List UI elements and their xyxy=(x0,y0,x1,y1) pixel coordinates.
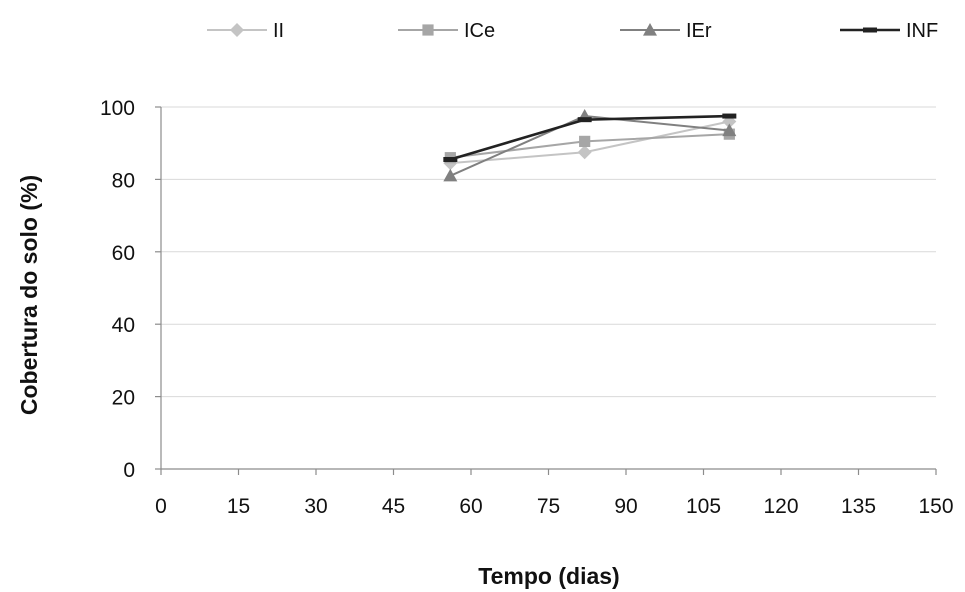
x-tick-label: 120 xyxy=(763,495,798,518)
legend-label: IEr xyxy=(686,20,712,42)
x-axis-ticks: 0 15 30 45 60 75 90 105 120 135 150 xyxy=(155,469,954,518)
axes xyxy=(160,107,936,470)
x-tick-label: 75 xyxy=(537,495,560,518)
legend-label: II xyxy=(273,20,284,42)
data-point-dash xyxy=(722,113,737,119)
y-tick-label: 40 xyxy=(112,314,135,337)
x-tick-label: 90 xyxy=(614,495,637,518)
data-point-dash xyxy=(863,27,877,33)
legend: II ICe IEr INF xyxy=(207,20,938,42)
legend-item-ii: II xyxy=(207,20,284,42)
x-tick-label: 30 xyxy=(304,495,327,518)
x-tick-label: 150 xyxy=(918,495,953,518)
data-point-triangle xyxy=(643,23,657,36)
y-axis-title: Cobertura do solo (%) xyxy=(16,175,42,415)
legend-item-inf: INF xyxy=(840,20,938,42)
data-point-triangle xyxy=(443,168,458,182)
data-point-diamond xyxy=(230,23,244,37)
legend-item-ier: IEr xyxy=(620,20,712,42)
data-point-dash xyxy=(577,117,592,123)
x-axis-title: Tempo (dias) xyxy=(478,563,619,589)
data-point-square xyxy=(422,24,434,36)
y-tick-label: 80 xyxy=(112,169,135,192)
y-tick-label: 60 xyxy=(112,242,135,265)
data-point-dash xyxy=(443,156,458,162)
series-group xyxy=(443,109,737,182)
data-point-square xyxy=(579,135,591,147)
legend-label: INF xyxy=(906,20,938,42)
legend-item-ice: ICe xyxy=(398,20,495,42)
x-tick-label: 15 xyxy=(227,495,250,518)
x-tick-label: 105 xyxy=(686,495,721,518)
data-point-diamond xyxy=(577,145,592,160)
y-tick-label: 20 xyxy=(112,387,135,410)
data-point-triangle xyxy=(722,123,737,137)
x-tick-label: 0 xyxy=(155,495,167,518)
x-tick-label: 45 xyxy=(382,495,405,518)
y-tick-label: 100 xyxy=(100,97,135,120)
y-tick-label: 0 xyxy=(123,459,135,482)
x-tick-label: 60 xyxy=(459,495,482,518)
series-inf xyxy=(443,113,737,162)
grid-lines xyxy=(161,106,936,398)
legend-label: ICe xyxy=(464,20,495,42)
y-axis-ticks: 0 20 40 60 80 100 xyxy=(100,97,161,482)
x-tick-label: 135 xyxy=(841,495,876,518)
